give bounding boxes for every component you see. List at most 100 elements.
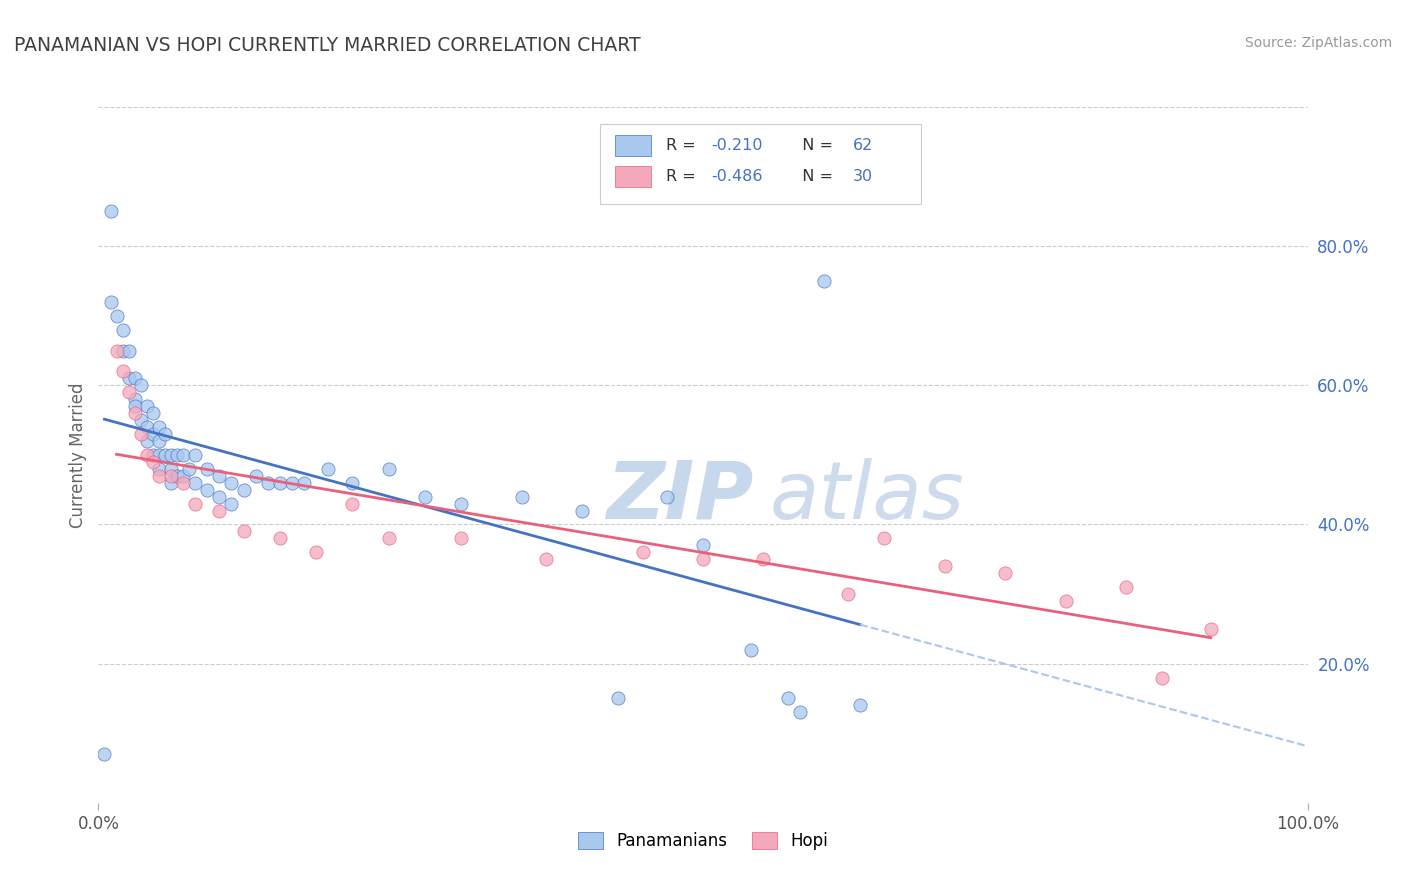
Point	[450, 497, 472, 511]
Text: -0.210: -0.210	[711, 137, 763, 153]
Point	[281, 475, 304, 490]
Text: R =: R =	[665, 137, 700, 153]
Point	[153, 427, 176, 442]
Bar	[614, 166, 651, 187]
Point	[752, 552, 775, 566]
Point	[93, 747, 115, 761]
Point	[232, 524, 254, 539]
Point	[172, 475, 194, 490]
Point	[837, 587, 859, 601]
Point	[316, 462, 339, 476]
Point	[105, 343, 128, 358]
Point	[135, 434, 157, 448]
Point	[148, 462, 170, 476]
Point	[208, 490, 231, 504]
Point	[1152, 671, 1174, 685]
Point	[221, 497, 243, 511]
Point	[129, 413, 152, 427]
Point	[849, 698, 872, 713]
Text: N =: N =	[793, 169, 838, 184]
Text: R =: R =	[665, 169, 700, 184]
Point	[195, 483, 218, 497]
Point	[148, 468, 170, 483]
Point	[245, 468, 267, 483]
Point	[450, 532, 472, 546]
Point	[195, 462, 218, 476]
Point	[142, 406, 165, 420]
Point	[934, 559, 956, 574]
Point	[740, 642, 762, 657]
Text: -0.486: -0.486	[711, 169, 763, 184]
Point	[1199, 622, 1222, 636]
Point	[269, 475, 291, 490]
Point	[342, 497, 364, 511]
Point	[135, 399, 157, 413]
Point	[292, 475, 315, 490]
Text: N =: N =	[793, 137, 838, 153]
Legend: Panamanians, Hopi: Panamanians, Hopi	[571, 826, 835, 857]
Text: ZIP: ZIP	[606, 458, 754, 536]
Point	[377, 462, 399, 476]
Point	[413, 490, 436, 504]
Point	[994, 566, 1017, 581]
Y-axis label: Currently Married: Currently Married	[69, 382, 87, 528]
Point	[184, 448, 207, 462]
Point	[789, 706, 811, 720]
Point	[124, 399, 146, 413]
Point	[571, 503, 593, 517]
Point	[118, 385, 141, 400]
Bar	[614, 135, 651, 156]
Point	[172, 468, 194, 483]
Point	[129, 427, 152, 442]
Point	[100, 294, 122, 309]
Text: 62: 62	[853, 137, 873, 153]
Point	[172, 448, 194, 462]
Text: atlas: atlas	[769, 458, 965, 536]
Text: Source: ZipAtlas.com: Source: ZipAtlas.com	[1244, 36, 1392, 50]
Point	[208, 468, 231, 483]
Point	[142, 427, 165, 442]
Point	[221, 475, 243, 490]
Point	[1115, 580, 1137, 594]
Point	[129, 378, 152, 392]
Point	[100, 204, 122, 219]
Point	[111, 364, 134, 378]
Point	[607, 691, 630, 706]
Point	[124, 371, 146, 385]
Point	[692, 538, 714, 552]
FancyBboxPatch shape	[600, 124, 921, 204]
Point	[111, 343, 134, 358]
Point	[160, 468, 183, 483]
Point	[692, 552, 714, 566]
Point	[342, 475, 364, 490]
Point	[160, 475, 183, 490]
Point	[1054, 594, 1077, 608]
Point	[135, 448, 157, 462]
Point	[208, 503, 231, 517]
Point	[232, 483, 254, 497]
Point	[153, 448, 176, 462]
Point	[124, 406, 146, 420]
Point	[655, 490, 678, 504]
Point	[111, 323, 134, 337]
Point	[148, 448, 170, 462]
Point	[179, 462, 201, 476]
Point	[305, 545, 328, 559]
Point	[142, 448, 165, 462]
Point	[148, 420, 170, 434]
Point	[256, 475, 278, 490]
Point	[166, 448, 188, 462]
Point	[135, 420, 157, 434]
Point	[105, 309, 128, 323]
Point	[118, 371, 141, 385]
Point	[124, 392, 146, 407]
Point	[873, 532, 896, 546]
Point	[118, 343, 141, 358]
Point	[631, 545, 654, 559]
Point	[166, 468, 188, 483]
Point	[184, 475, 207, 490]
Point	[142, 455, 165, 469]
Point	[377, 532, 399, 546]
Point	[160, 448, 183, 462]
Text: 30: 30	[853, 169, 873, 184]
